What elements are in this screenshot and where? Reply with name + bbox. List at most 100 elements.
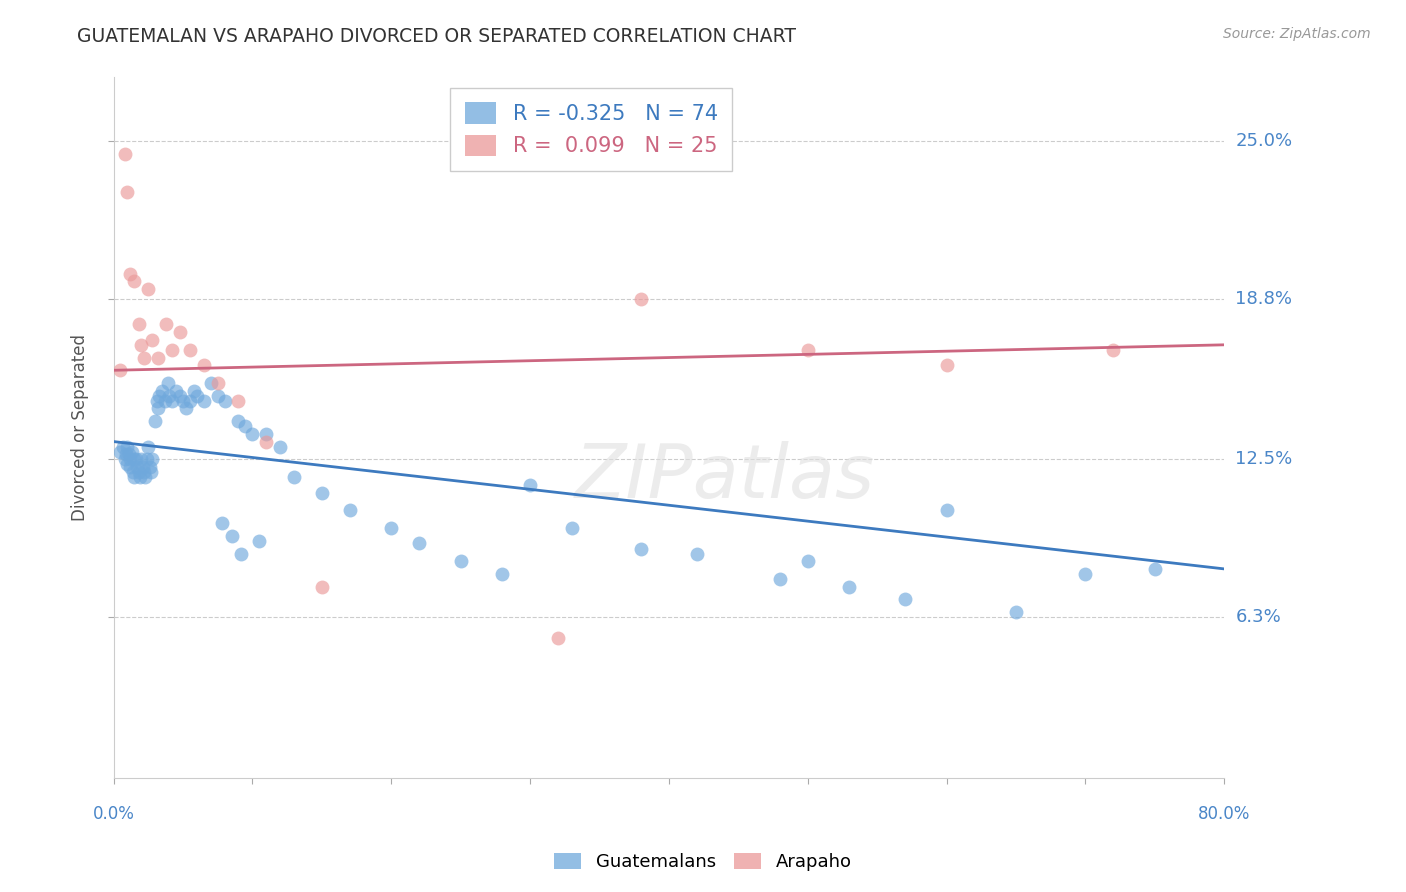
Point bbox=[117, 458, 139, 472]
Point bbox=[160, 343, 183, 357]
Point bbox=[179, 343, 201, 357]
Point bbox=[143, 414, 166, 428]
Point bbox=[838, 580, 860, 594]
Point bbox=[165, 384, 187, 398]
Point bbox=[136, 282, 159, 296]
Point bbox=[114, 146, 136, 161]
Point bbox=[186, 389, 208, 403]
Point bbox=[408, 536, 430, 550]
Point bbox=[135, 452, 157, 467]
Point bbox=[131, 452, 153, 467]
Point bbox=[1102, 343, 1125, 357]
Legend: R = -0.325   N = 74, R =  0.099   N = 25: R = -0.325 N = 74, R = 0.099 N = 25 bbox=[450, 87, 733, 171]
Point bbox=[183, 384, 205, 398]
Point bbox=[145, 393, 167, 408]
Point bbox=[125, 452, 148, 467]
Point bbox=[769, 572, 792, 586]
Point bbox=[339, 503, 361, 517]
Text: 18.8%: 18.8% bbox=[1236, 290, 1292, 308]
Point bbox=[157, 389, 180, 403]
Legend: Guatemalans, Arapaho: Guatemalans, Arapaho bbox=[547, 846, 859, 879]
Point bbox=[311, 485, 333, 500]
Point bbox=[1143, 562, 1166, 576]
Point bbox=[193, 393, 215, 408]
Point bbox=[117, 185, 139, 199]
Point bbox=[117, 440, 139, 454]
Point bbox=[179, 393, 201, 408]
Point bbox=[136, 440, 159, 454]
Point bbox=[169, 389, 191, 403]
Point bbox=[1005, 605, 1028, 619]
Point bbox=[141, 333, 163, 347]
Y-axis label: Divorced or Separated: Divorced or Separated bbox=[72, 334, 89, 521]
Point bbox=[112, 440, 135, 454]
Point bbox=[169, 325, 191, 339]
Point bbox=[132, 351, 155, 365]
Point bbox=[122, 465, 145, 479]
Point bbox=[131, 460, 153, 475]
Point bbox=[146, 351, 169, 365]
Point bbox=[124, 274, 146, 288]
Point bbox=[156, 376, 179, 390]
Point bbox=[630, 292, 652, 306]
Point bbox=[160, 393, 183, 408]
Point bbox=[235, 419, 257, 434]
Point bbox=[207, 389, 229, 403]
Text: ZIPatlas: ZIPatlas bbox=[575, 441, 875, 513]
Point bbox=[124, 470, 146, 484]
Point bbox=[132, 465, 155, 479]
Point bbox=[172, 393, 194, 408]
Text: 12.5%: 12.5% bbox=[1236, 450, 1292, 468]
Point bbox=[211, 516, 233, 530]
Point bbox=[193, 358, 215, 372]
Point bbox=[118, 447, 141, 461]
Point bbox=[114, 452, 136, 467]
Point bbox=[207, 376, 229, 390]
Point bbox=[242, 426, 264, 441]
Point bbox=[150, 384, 173, 398]
Point bbox=[120, 460, 142, 475]
Point bbox=[685, 547, 707, 561]
Point bbox=[796, 554, 818, 568]
Point bbox=[128, 318, 150, 332]
Point bbox=[139, 465, 162, 479]
Point bbox=[254, 426, 277, 441]
Point bbox=[155, 318, 177, 332]
Point bbox=[124, 452, 146, 467]
Point bbox=[120, 267, 142, 281]
Point bbox=[491, 566, 513, 581]
Point bbox=[519, 478, 541, 492]
Text: Source: ZipAtlas.com: Source: ZipAtlas.com bbox=[1223, 27, 1371, 41]
Point bbox=[935, 503, 957, 517]
Point bbox=[153, 393, 176, 408]
Point bbox=[134, 470, 156, 484]
Point bbox=[935, 358, 957, 372]
Point bbox=[630, 541, 652, 556]
Point bbox=[894, 592, 917, 607]
Point bbox=[131, 338, 153, 352]
Point bbox=[127, 460, 149, 475]
Point bbox=[796, 343, 818, 357]
Point bbox=[283, 470, 305, 484]
Text: GUATEMALAN VS ARAPAHO DIVORCED OR SEPARATED CORRELATION CHART: GUATEMALAN VS ARAPAHO DIVORCED OR SEPARA… bbox=[77, 27, 796, 45]
Point bbox=[380, 521, 402, 535]
Point bbox=[1074, 566, 1097, 581]
Point bbox=[547, 631, 569, 645]
Point bbox=[128, 465, 150, 479]
Point bbox=[120, 452, 142, 467]
Point bbox=[254, 434, 277, 449]
Point bbox=[450, 554, 472, 568]
Point bbox=[231, 547, 253, 561]
Point bbox=[228, 393, 250, 408]
Point bbox=[146, 401, 169, 416]
Point bbox=[228, 414, 250, 428]
Point bbox=[110, 363, 132, 377]
Point bbox=[148, 389, 170, 403]
Point bbox=[269, 440, 291, 454]
Point bbox=[138, 460, 160, 475]
Point bbox=[174, 401, 197, 416]
Point bbox=[121, 444, 143, 458]
Text: 6.3%: 6.3% bbox=[1236, 608, 1281, 626]
Point bbox=[200, 376, 222, 390]
Text: 0.0%: 0.0% bbox=[93, 805, 135, 823]
